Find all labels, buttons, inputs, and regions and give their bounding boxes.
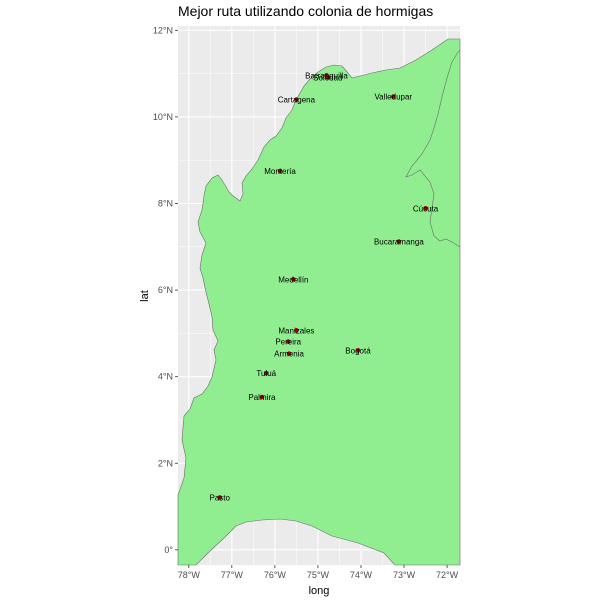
city-point — [259, 394, 265, 400]
city-point — [217, 495, 223, 500]
city-point — [263, 370, 269, 376]
city-label: Soledad — [313, 74, 342, 83]
city-point — [286, 351, 292, 357]
city-label: Montería — [264, 167, 296, 176]
y-axis-title: lat — [139, 290, 151, 302]
x-tick-label: 75°W — [307, 570, 330, 580]
x-tick-label: 77°W — [221, 570, 244, 580]
city-label: Bucaramanga — [374, 238, 424, 247]
city-label: Medellín — [278, 275, 308, 284]
city-point — [325, 75, 331, 80]
city-label: Pasto — [210, 493, 231, 502]
x-tick-label: 76°W — [264, 570, 287, 580]
y-tick-label: 6°N — [158, 285, 173, 295]
city-points — [217, 73, 428, 500]
x-axis-ticks: 78°W 77°W 76°W 75°W 74°W 73°W 72°W — [178, 565, 459, 580]
city-label: Palmira — [248, 393, 276, 402]
city-label: Cúcuta — [413, 204, 439, 213]
y-axis-ticks: 0° 2°N 4°N 6°N 8°N 10°N 12°N — [153, 25, 178, 555]
city-label: Bogotá — [345, 346, 371, 355]
city-label: Armenia — [274, 350, 304, 359]
colombia-landmass — [177, 38, 461, 566]
city-label: Barranquilla — [305, 71, 348, 80]
chart-title: Mejor ruta utilizando colonia de hormiga… — [178, 3, 433, 19]
land-layer — [177, 38, 461, 566]
x-tick-label: 74°W — [350, 570, 373, 580]
city-point — [355, 347, 361, 353]
x-tick-label: 78°W — [178, 570, 201, 580]
city-point — [396, 239, 402, 244]
y-tick-label: 12°N — [153, 25, 173, 35]
city-label: Pereira — [275, 338, 301, 347]
y-tick-label: 10°N — [153, 112, 173, 122]
city-point — [277, 168, 283, 174]
city-point — [285, 339, 291, 344]
x-tick-label: 73°W — [393, 570, 416, 580]
x-tick-label: 72°W — [436, 570, 459, 580]
y-tick-label: 4°N — [158, 372, 173, 382]
city-point — [294, 328, 299, 333]
city-point — [423, 205, 428, 211]
x-axis-title: long — [309, 585, 330, 597]
city-label: Cartagena — [278, 96, 316, 105]
city-point — [390, 94, 396, 99]
city-label: Manizales — [278, 326, 314, 335]
city-point — [294, 97, 299, 102]
y-tick-label: 0° — [164, 545, 173, 555]
y-tick-label: 8°N — [158, 199, 173, 209]
city-label: Tuluá — [256, 369, 276, 378]
city-label: Valledupar — [374, 93, 412, 102]
y-tick-label: 2°N — [158, 458, 173, 468]
city-point — [291, 276, 296, 282]
